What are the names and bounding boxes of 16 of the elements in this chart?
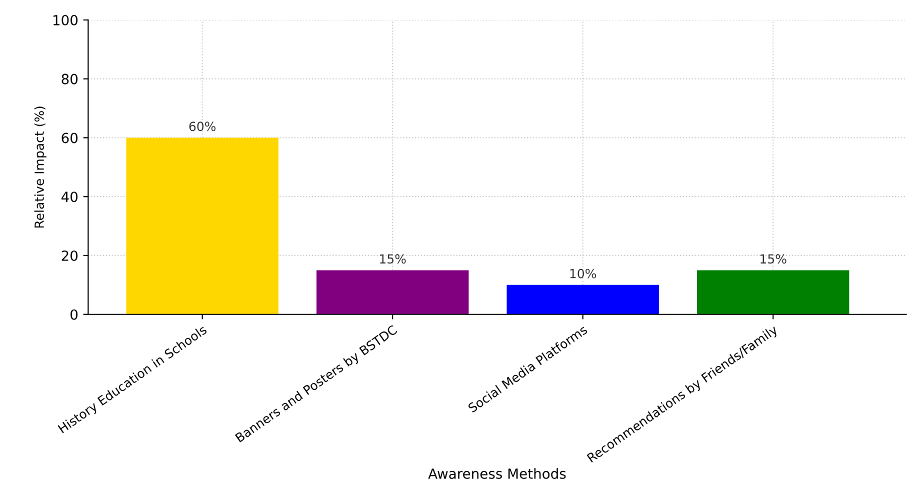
y-tick-label: 100	[53, 14, 78, 26]
y-tick-label: 80	[62, 74, 78, 84]
data-label: 10%	[570, 268, 596, 278]
y-tick-label: 0	[70, 309, 78, 320]
y-axis-title: Relative Impact (%)	[34, 106, 46, 228]
bar	[506, 284, 659, 314]
y-tick-label: 40	[61, 192, 78, 202]
data-label: 15%	[760, 254, 786, 264]
x-axis-title: Awareness Methods	[428, 468, 566, 479]
y-tick-label: 20	[62, 250, 78, 261]
y-tick-label: 60	[62, 132, 78, 144]
bar	[126, 138, 278, 314]
data-label: 60%	[189, 122, 216, 132]
bar	[696, 270, 850, 314]
bar	[316, 270, 469, 314]
data-label: 15%	[380, 254, 406, 264]
